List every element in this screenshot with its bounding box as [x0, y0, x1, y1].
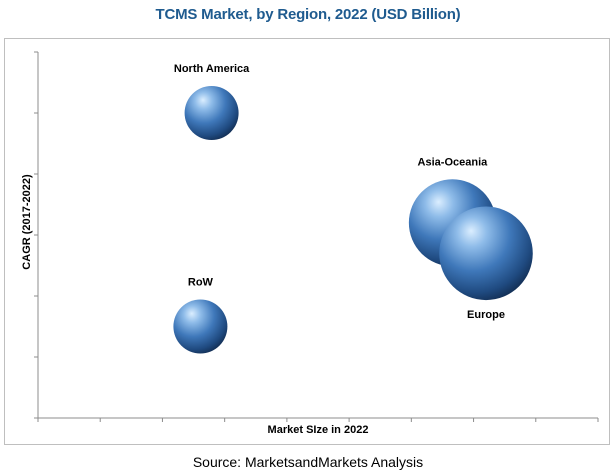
- x-axis-label: Market SIze in 2022: [268, 424, 369, 436]
- bubble-label-europe: Europe: [467, 309, 505, 321]
- bubble-label-north-america: North America: [174, 63, 250, 75]
- bubble-label-row: RoW: [188, 277, 214, 289]
- bubble-row: [173, 299, 228, 354]
- bubble-north-america: [184, 86, 239, 140]
- chart-title: TCMS Market, by Region, 2022 (USD Billio…: [155, 6, 461, 23]
- bubble-label-asia-oceania: Asia-Oceania: [418, 156, 489, 168]
- source-note: Source: MarketsandMarkets Analysis: [192, 454, 424, 470]
- plot-frame: [4, 38, 610, 445]
- bubble-europe: [439, 206, 533, 301]
- y-axis-label: CAGR (2017-2022): [21, 174, 33, 270]
